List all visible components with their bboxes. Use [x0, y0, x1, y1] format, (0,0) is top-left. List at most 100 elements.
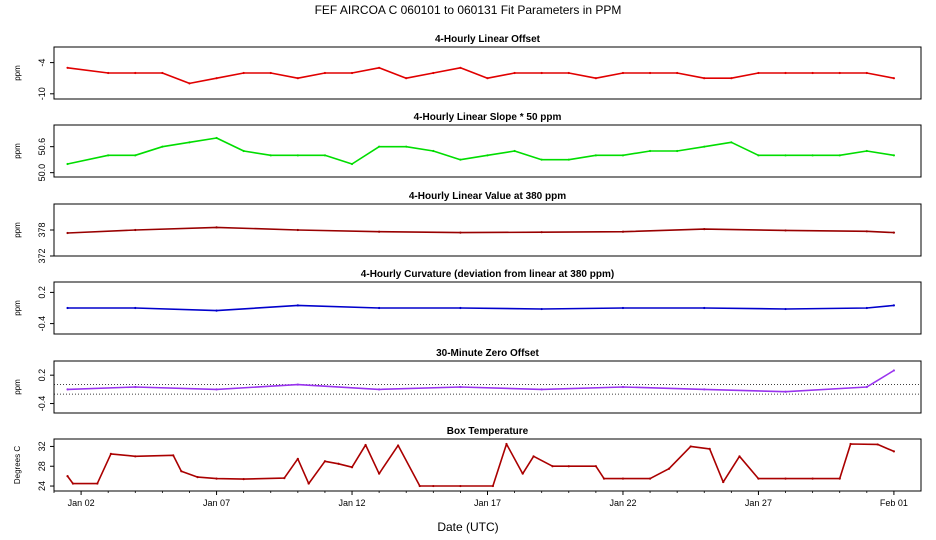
- data-point: [215, 388, 218, 391]
- data-point: [892, 77, 896, 80]
- data-point: [323, 71, 327, 75]
- x-axis: Jan 02 Jan 07 Jan 12 Jan 17 Jan 22 Jan 27 Feb …: [53, 491, 908, 508]
- data-point: [378, 145, 381, 148]
- data-point: [865, 230, 868, 233]
- data-point: [738, 455, 741, 458]
- data-point: [621, 71, 625, 75]
- data-point: [459, 66, 462, 69]
- panel-title: 4-Hourly Curvature (deviation from linea…: [361, 269, 614, 280]
- data-point: [405, 145, 408, 148]
- x-tick-label: Feb 01: [880, 498, 908, 508]
- data-point: [96, 482, 99, 485]
- data-point: [364, 443, 367, 447]
- plot-frame: [53, 46, 922, 100]
- y-axis-label: Degrees C: [13, 446, 22, 484]
- data-point: [486, 154, 489, 157]
- data-point: [323, 460, 327, 463]
- panel-title: 4-Hourly Linear Value at 380 ppm: [409, 191, 566, 202]
- data-point: [432, 149, 435, 153]
- y-tick-label: -0.4: [37, 396, 47, 412]
- x-tick-label: Jan 07: [203, 498, 230, 508]
- data-point: [459, 484, 462, 488]
- data-point: [66, 231, 69, 235]
- data-point: [378, 388, 381, 391]
- panel-title: 4-Hourly Linear Offset: [435, 34, 541, 45]
- data-point: [648, 71, 652, 75]
- data-point: [540, 71, 543, 75]
- data-point: [215, 477, 218, 480]
- panel-2: 4-Hourly Linear Slope * 50 ppm ppm 50.0 50.…: [13, 112, 922, 181]
- data-point: [134, 385, 137, 389]
- series-line: [67, 369, 895, 393]
- data-point: [491, 484, 495, 488]
- data-point: [602, 477, 606, 480]
- data-point: [892, 369, 896, 372]
- data-point: [648, 477, 652, 480]
- data-point: [378, 306, 381, 310]
- data-point: [459, 306, 462, 310]
- panel-title: 30-Minute Zero Offset: [436, 348, 539, 359]
- data-point: [134, 71, 137, 75]
- data-point: [594, 154, 597, 157]
- data-point: [540, 307, 543, 311]
- data-point: [784, 154, 787, 157]
- data-point: [594, 77, 597, 80]
- y-tick-label: 378: [37, 222, 47, 237]
- data-point: [350, 162, 354, 166]
- data-point: [215, 226, 218, 229]
- data-point: [307, 482, 310, 485]
- data-point: [296, 77, 299, 80]
- data-point: [188, 82, 191, 85]
- data-point: [242, 149, 245, 153]
- data-point: [838, 477, 841, 480]
- panel-6: Box Temperature Degrees C 24 28 32: [13, 426, 922, 492]
- data-point: [567, 71, 570, 75]
- data-point: [296, 154, 299, 157]
- y-tick-label: 24: [37, 481, 47, 491]
- data-point: [594, 465, 597, 468]
- data-point: [784, 477, 787, 480]
- data-point: [703, 306, 706, 310]
- data-point: [296, 304, 299, 307]
- data-point: [378, 230, 381, 233]
- data-point: [513, 71, 516, 75]
- data-point: [865, 149, 868, 153]
- data-point: [730, 141, 733, 144]
- data-point: [107, 154, 110, 157]
- data-point: [567, 465, 570, 468]
- x-tick-label: Jan 17: [474, 498, 501, 508]
- y-tick-label: -10: [37, 87, 47, 100]
- panel-1: 4-Hourly Linear Offset ppm -10 -4: [13, 34, 922, 100]
- data-point: [784, 229, 787, 232]
- data-point: [188, 141, 191, 144]
- data-point: [703, 77, 706, 80]
- data-point: [242, 478, 245, 481]
- data-point: [838, 71, 841, 75]
- data-point: [757, 477, 760, 480]
- data-point: [540, 158, 543, 161]
- data-point: [505, 442, 508, 446]
- data-point: [296, 457, 299, 460]
- data-point: [648, 149, 652, 153]
- x-tick-label: Jan 02: [68, 498, 95, 508]
- panel-3: 4-Hourly Linear Value at 380 ppm ppm 372 37…: [13, 191, 922, 264]
- x-tick-label: Jan 22: [609, 498, 636, 508]
- data-point: [811, 71, 814, 75]
- data-point: [532, 455, 535, 458]
- data-point: [676, 149, 679, 153]
- data-point: [161, 145, 164, 148]
- data-point: [621, 154, 625, 157]
- panel-4: 4-Hourly Curvature (deviation from linea…: [13, 269, 922, 335]
- data-point: [180, 470, 183, 473]
- data-point: [242, 71, 245, 75]
- data-point: [811, 154, 814, 157]
- panel-title: Box Temperature: [447, 426, 529, 437]
- data-point: [521, 472, 524, 475]
- data-point: [269, 154, 272, 157]
- data-point: [134, 154, 137, 157]
- data-point: [71, 482, 75, 485]
- data-point: [459, 158, 462, 161]
- data-point: [567, 158, 570, 161]
